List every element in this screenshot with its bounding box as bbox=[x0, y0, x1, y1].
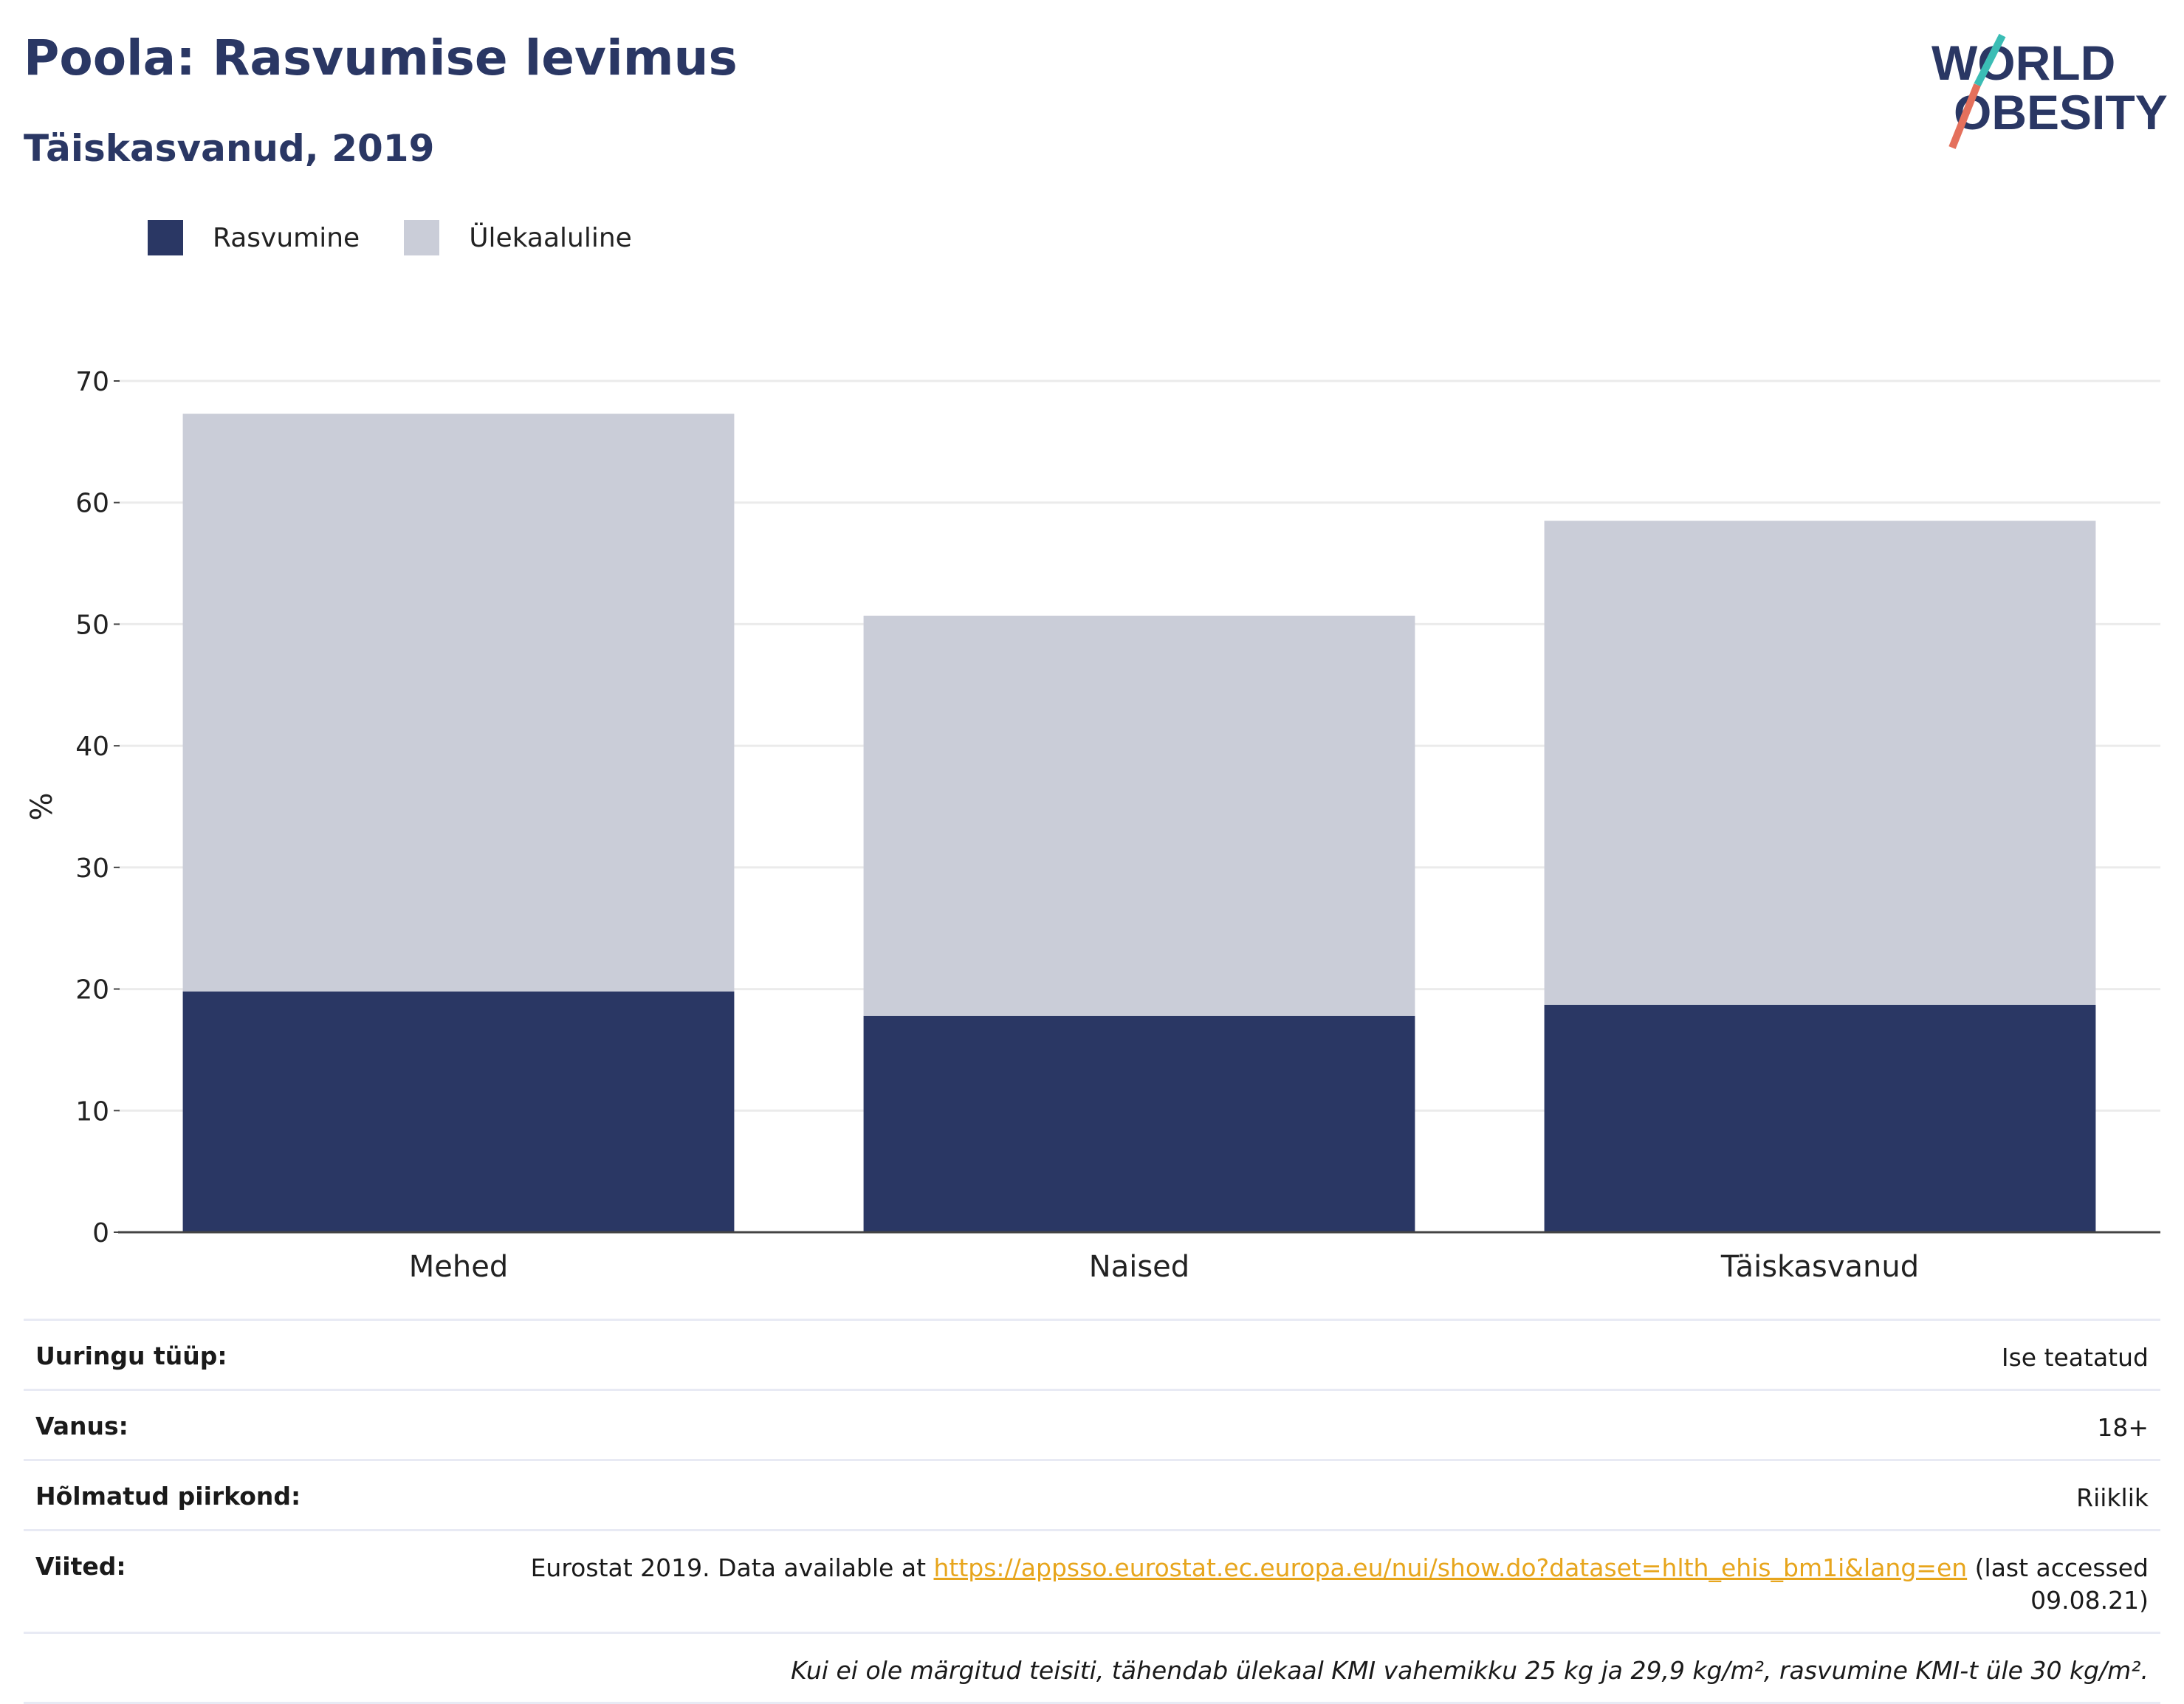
legend-item-obesity[interactable]: Rasvumine bbox=[148, 220, 360, 255]
legend-label-overweight: Ülekaaluline bbox=[469, 222, 632, 253]
y-tick-label: 0 bbox=[92, 1218, 109, 1248]
references-suffix: (last accessed 09.08.21) bbox=[1967, 1553, 2149, 1615]
world-obesity-logo: WORLD OBESITY bbox=[1931, 33, 2168, 149]
age-value: 18+ bbox=[2097, 1413, 2149, 1442]
bar-chart: 0 10 20 30 40 50 60 70% Mehed Naised Täiskasvanud bbox=[25, 367, 2160, 1284]
y-tick-label: 30 bbox=[75, 853, 109, 884]
survey-type-label: Uuringu tüüp: bbox=[35, 1341, 227, 1370]
bar-obesity-naised bbox=[863, 1015, 1415, 1232]
info-row-survey: Uuringu tüüp: Ise teatatud bbox=[24, 1319, 2160, 1389]
legend-item-overweight[interactable]: Ülekaaluline bbox=[404, 220, 632, 255]
bar-overweight-mehed bbox=[182, 413, 735, 992]
references-label: Viited: bbox=[35, 1552, 126, 1581]
definition-note: Kui ei ole märgitud teisiti, tähendab ül… bbox=[791, 1656, 2149, 1685]
y-tick-label: 40 bbox=[75, 732, 109, 762]
x-tick-label: Täiskasvanud bbox=[1720, 1250, 1919, 1284]
references-link[interactable]: https://appsso.eurostat.ec.europa.eu/nui… bbox=[933, 1553, 1968, 1582]
info-row-age: Vanus: 18+ bbox=[24, 1389, 2160, 1459]
x-tick-label: Naised bbox=[1089, 1250, 1189, 1284]
survey-type-value: Ise teatatud bbox=[2001, 1343, 2149, 1372]
y-tick-label: 50 bbox=[75, 610, 109, 640]
references-prefix: Eurostat 2019. Data available at bbox=[530, 1553, 934, 1582]
legend-swatch-overweight bbox=[404, 220, 440, 255]
age-label: Vanus: bbox=[35, 1412, 128, 1440]
chart-title: Poola: Rasvumise levimus bbox=[24, 30, 738, 86]
chart-subtitle: Täiskasvanud, 2019 bbox=[24, 127, 435, 170]
legend-label-obesity: Rasvumine bbox=[213, 222, 360, 253]
y-tick-label: 20 bbox=[75, 975, 109, 1006]
bar-obesity-mehed bbox=[182, 991, 735, 1232]
y-tick-label: 70 bbox=[75, 367, 109, 397]
logo-text-line2: OBESITY bbox=[1954, 85, 2168, 140]
y-axis-label: % bbox=[25, 792, 59, 820]
y-tick-label: 10 bbox=[75, 1096, 109, 1127]
references-value: Eurostat 2019. Data available at https:/… bbox=[450, 1552, 2149, 1617]
bar-overweight-naised bbox=[863, 615, 1415, 1016]
region-label: Hõlmatud piirkond: bbox=[35, 1482, 301, 1511]
info-table: Uuringu tüüp: Ise teatatud Vanus: 18+ Hõ… bbox=[24, 1319, 2160, 1704]
info-row-references: Viited: Eurostat 2019. Data available at… bbox=[24, 1529, 2160, 1632]
region-value: Riiklik bbox=[2076, 1483, 2149, 1512]
bar-overweight-täiskasvanud bbox=[1544, 521, 2096, 1005]
chart-legend: Rasvumine Ülekaaluline bbox=[148, 220, 676, 255]
x-tick-label: Mehed bbox=[409, 1250, 508, 1284]
legend-swatch-obesity bbox=[148, 220, 183, 255]
bar-obesity-täiskasvanud bbox=[1544, 1004, 2096, 1232]
info-row-region: Hõlmatud piirkond: Riiklik bbox=[24, 1459, 2160, 1529]
info-row-note: Kui ei ole märgitud teisiti, tähendab ül… bbox=[24, 1632, 2160, 1704]
logo-text-line1: WORLD bbox=[1931, 35, 2115, 90]
y-tick-label: 60 bbox=[75, 489, 109, 519]
